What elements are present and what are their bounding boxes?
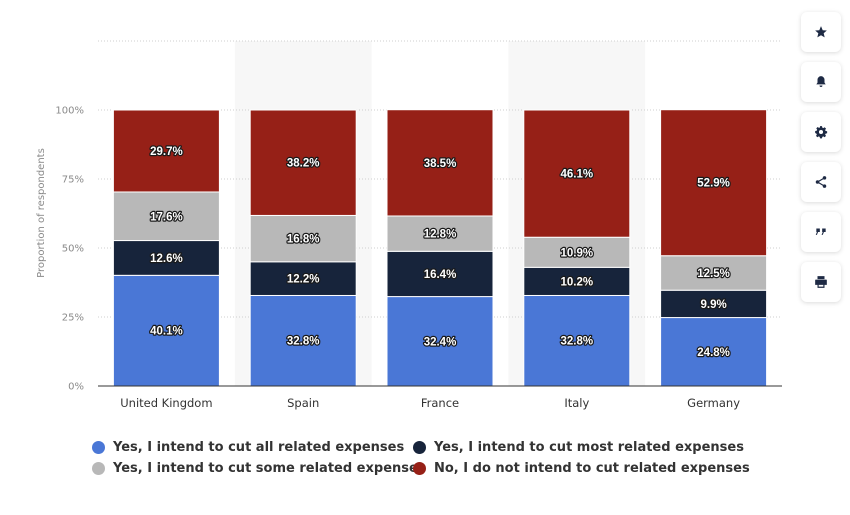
print-button[interactable] bbox=[801, 262, 841, 302]
chart-legend: Yes, I intend to cut all related expense… bbox=[92, 437, 752, 479]
y-tick-label: 100% bbox=[55, 106, 84, 117]
y-axis-ticks: 0% 25% 50% 75% 100% bbox=[55, 106, 84, 393]
x-tick-label: United Kingdom bbox=[120, 396, 212, 410]
bar-segment[interactable] bbox=[660, 109, 768, 257]
quote-icon bbox=[815, 228, 826, 235]
y-tick-label: 50% bbox=[62, 244, 84, 255]
data-label: 32.4% bbox=[424, 336, 457, 348]
legend-item-no[interactable]: No, I do not intend to cut related expen… bbox=[413, 461, 750, 476]
share-icon bbox=[815, 176, 827, 188]
data-label: 24.8% bbox=[697, 347, 730, 359]
data-label: 40.1% bbox=[150, 326, 183, 338]
print-icon bbox=[815, 276, 827, 288]
bell-icon bbox=[816, 76, 826, 87]
legend-row: Yes, I intend to cut all related expense… bbox=[92, 437, 752, 458]
data-label: 32.8% bbox=[560, 336, 593, 348]
data-label: 38.5% bbox=[424, 158, 457, 170]
legend-label: Yes, I intend to cut most related expens… bbox=[434, 440, 744, 455]
bar-segment[interactable] bbox=[386, 215, 494, 252]
legend-label: Yes, I intend to cut some related expens… bbox=[113, 461, 426, 476]
data-label: 12.5% bbox=[697, 268, 730, 280]
bar-segment[interactable] bbox=[249, 294, 357, 387]
bar-segment[interactable] bbox=[523, 109, 631, 238]
bar-segment[interactable] bbox=[112, 109, 220, 193]
bar-segment[interactable] bbox=[523, 236, 631, 268]
data-label: 12.2% bbox=[287, 274, 320, 286]
data-label: 16.8% bbox=[287, 234, 320, 246]
settings-button[interactable] bbox=[801, 112, 841, 152]
bar-segment[interactable] bbox=[386, 109, 494, 217]
x-tick-label: France bbox=[421, 396, 459, 410]
bar-segment[interactable] bbox=[523, 294, 631, 387]
data-label: 12.8% bbox=[424, 229, 457, 241]
chart-toolbar bbox=[801, 12, 841, 312]
share-button[interactable] bbox=[801, 162, 841, 202]
x-tick-label: Italy bbox=[564, 396, 589, 410]
y-axis-label: Proportion of respondents bbox=[36, 148, 47, 278]
bar-segment[interactable] bbox=[660, 317, 768, 387]
bar-segment[interactable] bbox=[660, 255, 768, 291]
bar-segment[interactable] bbox=[386, 296, 494, 387]
star-icon bbox=[815, 26, 827, 38]
notification-button[interactable] bbox=[801, 62, 841, 102]
legend-label: No, I do not intend to cut related expen… bbox=[434, 461, 750, 476]
x-axis-ticks: United Kingdom Spain France Italy Germany bbox=[120, 396, 740, 410]
data-label: 9.9% bbox=[700, 299, 726, 311]
data-label: 46.1% bbox=[560, 169, 593, 181]
legend-dot-icon bbox=[413, 462, 426, 475]
legend-item-some[interactable]: Yes, I intend to cut some related expens… bbox=[92, 461, 426, 476]
data-label: 52.9% bbox=[697, 178, 730, 190]
gear-icon bbox=[815, 126, 828, 139]
legend-item-most[interactable]: Yes, I intend to cut most related expens… bbox=[413, 440, 744, 455]
legend-label: Yes, I intend to cut all related expense… bbox=[113, 440, 405, 455]
legend-item-all[interactable]: Yes, I intend to cut all related expense… bbox=[92, 440, 413, 455]
data-label: 10.9% bbox=[560, 247, 593, 259]
data-label: 10.2% bbox=[560, 276, 593, 288]
cite-button[interactable] bbox=[801, 212, 841, 252]
y-tick-label: 25% bbox=[62, 313, 84, 324]
bar-segment[interactable] bbox=[660, 289, 768, 319]
favorite-button[interactable] bbox=[801, 12, 841, 52]
bar-segment[interactable] bbox=[112, 274, 220, 387]
stacked-bar-chart: 0% 25% 50% 75% 100% Proportion of respondent… bbox=[36, 40, 782, 410]
y-tick-label: 75% bbox=[62, 175, 84, 186]
data-label: 29.7% bbox=[150, 146, 183, 158]
legend-dot-icon bbox=[92, 441, 105, 454]
bar-segment[interactable] bbox=[112, 240, 220, 276]
data-label: 38.2% bbox=[287, 158, 320, 170]
bar-segment[interactable] bbox=[112, 191, 220, 242]
y-tick-label: 0% bbox=[68, 382, 84, 393]
data-label: 12.6% bbox=[150, 253, 183, 265]
x-tick-label: Spain bbox=[287, 396, 319, 410]
bars bbox=[112, 109, 768, 387]
legend-row: Yes, I intend to cut some related expens… bbox=[92, 458, 752, 479]
data-label: 32.8% bbox=[287, 336, 320, 348]
data-label: 17.6% bbox=[150, 211, 183, 223]
bar-segment[interactable] bbox=[249, 109, 357, 216]
legend-dot-icon bbox=[413, 441, 426, 454]
data-labels: 40.1% 12.6% 17.6% 29.7% 32.8% 12.2% 16.8% 38.2%… bbox=[149, 145, 731, 360]
bar-segment[interactable] bbox=[386, 250, 494, 298]
data-label: 16.4% bbox=[424, 269, 457, 281]
legend-dot-icon bbox=[92, 462, 105, 475]
x-tick-label: Germany bbox=[687, 396, 740, 410]
